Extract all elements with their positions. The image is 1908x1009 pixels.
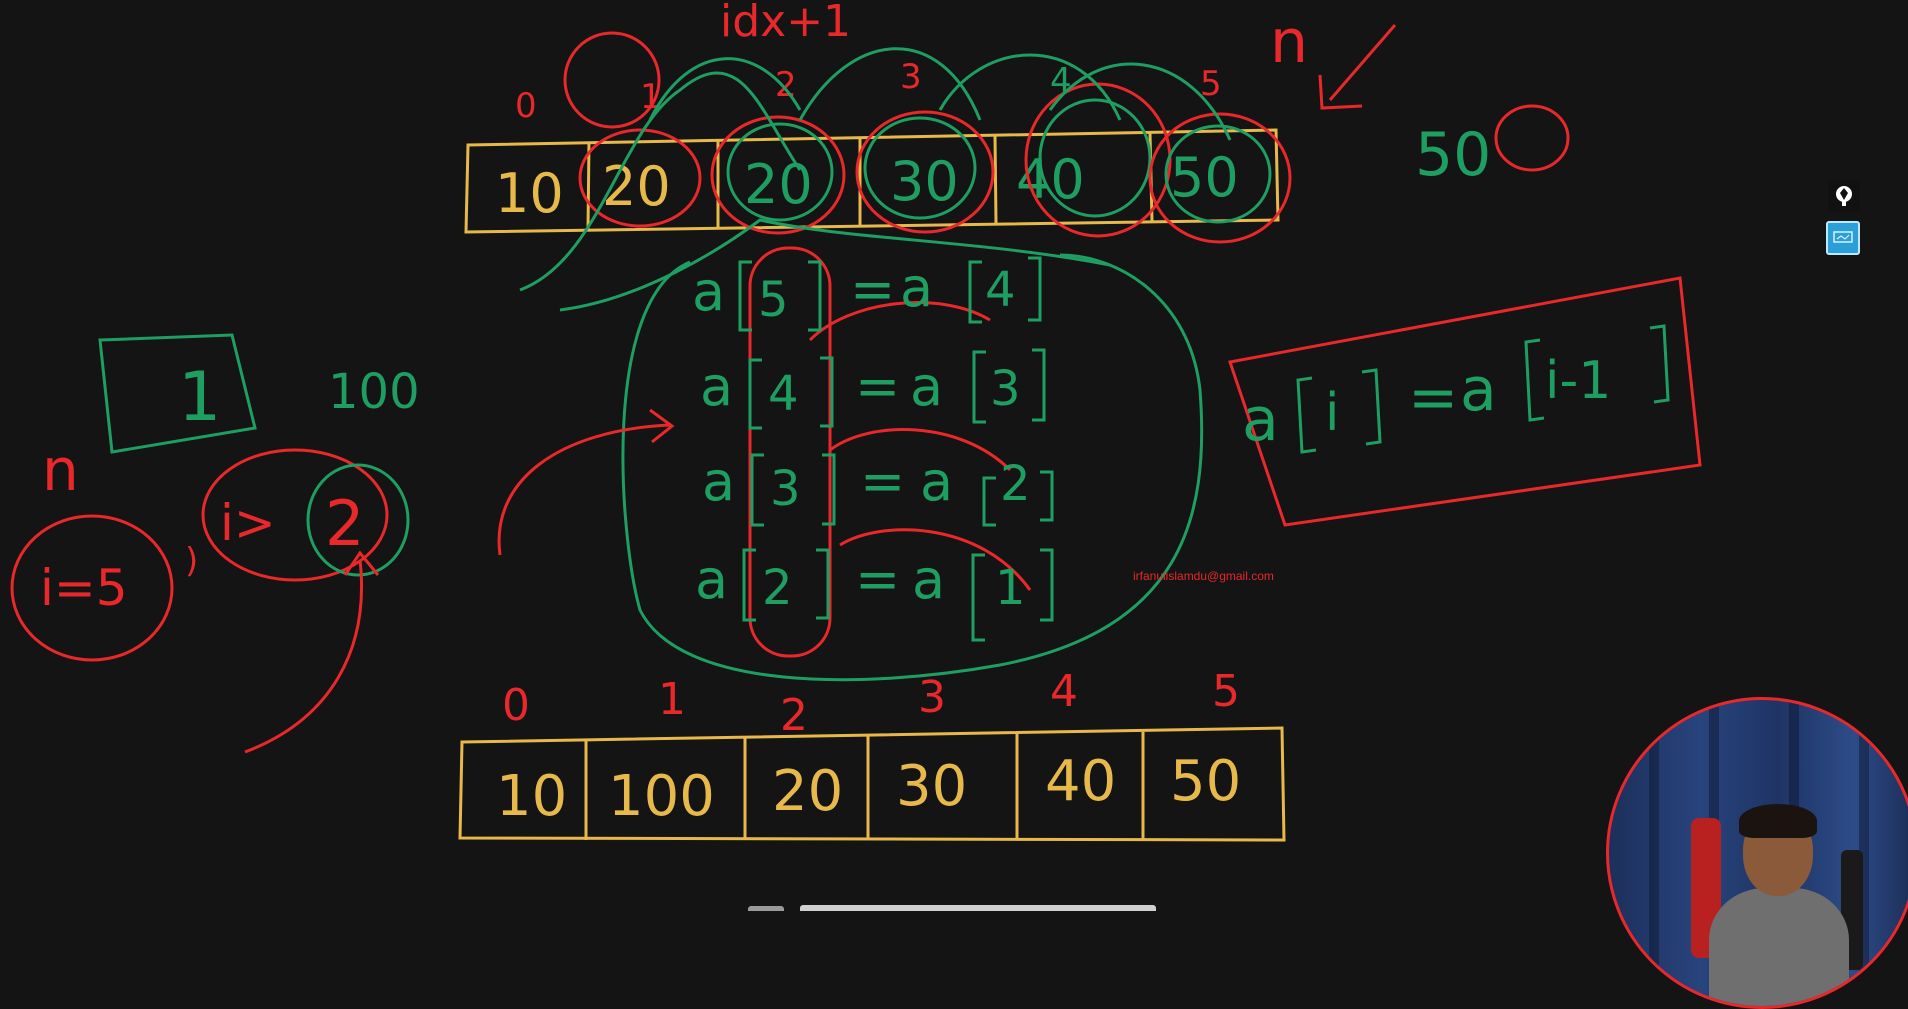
bottom-index: 2 xyxy=(780,690,808,741)
top-value: 50 xyxy=(1170,146,1239,209)
assign-rhs-idx: 4 xyxy=(985,262,1016,318)
bottom-index: 5 xyxy=(1212,666,1240,717)
formula-lhs: a xyxy=(1242,385,1279,455)
presenter-body xyxy=(1709,888,1849,1006)
assign-eq: = xyxy=(855,355,900,418)
top-array-markings xyxy=(519,31,1292,312)
whiteboard-icon xyxy=(1833,231,1853,243)
bottom-value: 20 xyxy=(772,759,843,824)
arrow-icon xyxy=(1318,24,1397,110)
assign-lhs: a xyxy=(692,260,725,323)
assign-rhs-idx: 2 xyxy=(1000,456,1031,512)
box-value: 1 xyxy=(178,358,221,437)
assignment-brackets xyxy=(738,256,1054,642)
two-circle xyxy=(306,463,410,577)
formula-rhs-idx: i-1 xyxy=(1545,351,1611,411)
bottom-index: 1 xyxy=(658,674,686,725)
i-gt-2-circle xyxy=(201,448,389,582)
n-left-label: n xyxy=(42,436,79,504)
i-eq-5-circle xyxy=(10,514,174,662)
assign-rhs: a xyxy=(912,548,945,611)
top-index: 5 xyxy=(1200,64,1222,104)
bottom-array xyxy=(458,726,1286,842)
formula-brackets xyxy=(1296,324,1670,454)
fifty-label: 50 xyxy=(1415,120,1491,190)
top-value: 30 xyxy=(890,150,959,213)
formula-rhs: a xyxy=(1460,355,1497,425)
hundred-label: 100 xyxy=(328,364,420,420)
two-label: 2 xyxy=(325,487,364,560)
formula-eq: = xyxy=(1408,363,1458,433)
webcam-feed xyxy=(1606,697,1908,1009)
assign-lhs: a xyxy=(695,548,728,611)
bottom-index: 3 xyxy=(918,672,946,723)
n-label: n xyxy=(1270,7,1308,77)
pen-tool-button[interactable] xyxy=(1828,180,1860,212)
whiteboard-canvas[interactable]: idx+1 0 1 2 3 4 5 10 20 20 30 40 50 xyxy=(0,0,1908,911)
assign-lhs-idx: 3 xyxy=(770,461,801,517)
assign-lhs-idx: 5 xyxy=(758,272,789,328)
assign-eq: = xyxy=(860,450,905,513)
top-index: 0 xyxy=(515,86,537,126)
bottom-value: 50 xyxy=(1170,749,1241,814)
top-value: 20 xyxy=(744,153,813,216)
bottom-array-indices: 0 1 2 3 4 5 xyxy=(502,666,1240,741)
i-eq-5-label: i=5 xyxy=(40,559,128,617)
assignment-block xyxy=(497,246,1204,682)
assign-lhs: a xyxy=(702,450,735,513)
formula: a i = a i-1 xyxy=(1242,351,1611,455)
formula-lhs-idx: i xyxy=(1325,383,1339,443)
top-array-values: 10 20 20 30 40 50 xyxy=(495,146,1239,225)
assign-lhs-idx: 4 xyxy=(768,366,799,422)
value-box xyxy=(98,333,257,454)
presenter-hair xyxy=(1739,804,1817,838)
top-index: 3 xyxy=(900,57,922,97)
author-email: irfanulislamdu@gmail.com xyxy=(1133,569,1274,583)
assign-eq: = xyxy=(855,548,900,611)
assign-rhs-idx: 3 xyxy=(990,361,1021,417)
top-value: 20 xyxy=(602,155,671,218)
whiteboard-button[interactable] xyxy=(1826,221,1860,255)
bottom-value: 30 xyxy=(896,754,967,819)
bottom-index: 0 xyxy=(502,680,530,731)
scrollbar-thumb[interactable] xyxy=(800,905,1156,911)
pen-tool-icon xyxy=(1836,186,1852,206)
assign-rhs: a xyxy=(920,450,953,513)
bottom-value: 10 xyxy=(496,764,567,829)
i-gt-label: i> xyxy=(220,494,276,552)
assign-lhs-idx: 2 xyxy=(762,560,793,616)
assign-lhs: a xyxy=(700,355,733,418)
formula-box xyxy=(1228,276,1702,527)
bottom-index: 4 xyxy=(1050,666,1078,717)
arrow-up-icon xyxy=(244,550,380,754)
assign-rhs: a xyxy=(900,256,933,319)
scrollbar-left-segment[interactable] xyxy=(748,906,784,911)
bottom-value: 40 xyxy=(1045,749,1116,814)
assign-rhs: a xyxy=(910,355,943,418)
bottom-value: 100 xyxy=(608,764,715,829)
fifty-circle xyxy=(1494,104,1570,172)
top-value: 10 xyxy=(495,162,564,225)
comma: ) xyxy=(185,541,198,581)
bottom-array-values: 10 100 20 30 40 50 xyxy=(496,749,1241,829)
assign-eq: = xyxy=(850,258,895,321)
assign-rhs-idx: 1 xyxy=(995,560,1026,616)
assignment-lines: a 5 = a 4 a 4 = a 3 a 3 = a 2 a 2 = a 1 xyxy=(692,256,1031,616)
idx-plus-one-label: idx+1 xyxy=(720,0,851,47)
top-array-indices: 0 1 2 3 4 5 xyxy=(515,57,1222,126)
